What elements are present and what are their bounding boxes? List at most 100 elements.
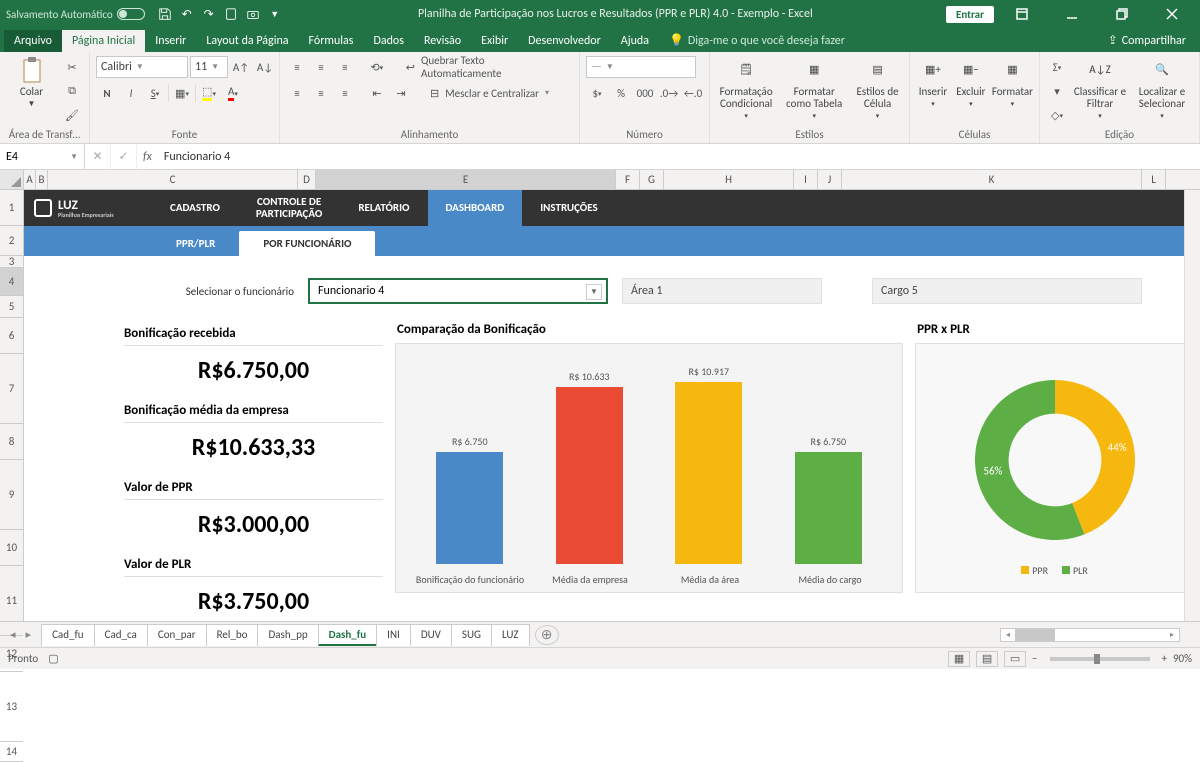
- dashboard-subtab[interactable]: POR FUNCIONÁRIO: [239, 231, 375, 256]
- sheet-tab[interactable]: INI: [376, 624, 411, 646]
- zoom-level[interactable]: 90%: [1173, 652, 1192, 665]
- row-header[interactable]: 8: [0, 424, 23, 460]
- font-color-icon[interactable]: A▾: [222, 82, 244, 104]
- column-header[interactable]: I: [794, 170, 818, 189]
- paste-button[interactable]: Colar▼: [6, 56, 57, 109]
- fill-color-icon[interactable]: ⬚▾: [198, 82, 220, 104]
- horizontal-scrollbar[interactable]: ◂ ▸: [1000, 628, 1180, 642]
- increase-decimal-icon[interactable]: .0→: [658, 82, 680, 104]
- close-icon[interactable]: [1150, 0, 1194, 28]
- align-top-icon[interactable]: ≡: [286, 56, 308, 78]
- save-icon[interactable]: [155, 4, 175, 24]
- row-header[interactable]: 11: [0, 566, 23, 636]
- dashboard-tab[interactable]: CADASTRO: [152, 190, 238, 226]
- cell-styles-button[interactable]: ▤Estilos de Célula▾: [852, 56, 903, 120]
- sheet-tab[interactable]: Cad_fu: [41, 624, 95, 646]
- tab-developer[interactable]: Desenvolvedor: [518, 30, 611, 52]
- fx-icon[interactable]: fx: [137, 150, 158, 164]
- tab-data[interactable]: Dados: [363, 30, 413, 52]
- sheet-tab[interactable]: Con_par: [147, 624, 207, 646]
- tab-pagelayout[interactable]: Layout da Página: [196, 30, 298, 52]
- tab-formulas[interactable]: Fórmulas: [299, 30, 364, 52]
- clear-icon[interactable]: ◇▾: [1046, 104, 1068, 126]
- fill-icon[interactable]: ▾: [1046, 80, 1068, 102]
- italic-icon[interactable]: I: [120, 82, 142, 104]
- row-header[interactable]: 3: [0, 256, 23, 268]
- conditional-format-button[interactable]: 🗒Formatação Condicional▾: [716, 56, 776, 120]
- name-box[interactable]: E4▼: [0, 144, 85, 169]
- scroll-right-icon[interactable]: ▸: [1165, 629, 1179, 641]
- format-as-table-button[interactable]: ▦Formatar como Tabela▾: [780, 56, 848, 120]
- column-header[interactable]: K: [842, 170, 1142, 189]
- tab-review[interactable]: Revisão: [414, 30, 471, 52]
- tab-file[interactable]: Arquivo: [4, 30, 62, 52]
- row-header[interactable]: 14: [0, 742, 23, 762]
- zoom-out-icon[interactable]: −: [1032, 652, 1037, 665]
- page-break-icon[interactable]: ▭: [1004, 651, 1026, 667]
- tab-home[interactable]: Página Inicial: [62, 30, 145, 52]
- comma-icon[interactable]: 000: [634, 82, 656, 104]
- underline-icon[interactable]: S▾: [144, 82, 166, 104]
- align-left-icon[interactable]: ≡: [286, 82, 308, 104]
- row-header[interactable]: 4: [0, 268, 23, 296]
- insert-cells-button[interactable]: ▦+Inserir▾: [916, 56, 950, 108]
- normal-view-icon[interactable]: ▦: [948, 651, 970, 667]
- font-name-combo[interactable]: Calibri▼: [96, 56, 188, 78]
- select-all-corner[interactable]: [0, 170, 24, 189]
- macro-record-icon[interactable]: ▢: [48, 652, 58, 665]
- scroll-left-icon[interactable]: ◂: [1001, 629, 1015, 641]
- formula-input[interactable]: Funcionario 4: [158, 150, 1200, 164]
- sheet-tab[interactable]: Cad_ca: [94, 624, 148, 646]
- decrease-font-icon[interactable]: A↓: [254, 56, 276, 78]
- indent-increase-icon[interactable]: ⇥: [390, 82, 412, 104]
- enter-icon[interactable]: ✓: [111, 144, 137, 169]
- dashboard-tab[interactable]: INSTRUÇÕES: [522, 190, 615, 226]
- employee-dropdown[interactable]: Funcionario 4▼: [308, 278, 608, 304]
- column-header[interactable]: F: [616, 170, 640, 189]
- row-header[interactable]: 13: [0, 672, 23, 742]
- zoom-slider[interactable]: [1050, 657, 1150, 661]
- format-cells-button[interactable]: ▦Formatar▾: [992, 56, 1033, 108]
- sheet-tab[interactable]: Dash_pp: [257, 624, 318, 646]
- column-header[interactable]: L: [1142, 170, 1166, 189]
- zoom-in-icon[interactable]: +: [1162, 652, 1167, 665]
- column-header[interactable]: A: [24, 170, 36, 189]
- tab-nav-arrows[interactable]: ◂▸: [0, 628, 41, 641]
- row-header[interactable]: 1: [0, 190, 23, 226]
- dashboard-tab[interactable]: RELATÓRIO: [340, 190, 427, 226]
- worksheet[interactable]: LUZ Planilhas Empresariais CADASTROCONTR…: [24, 190, 1200, 621]
- align-bottom-icon[interactable]: ≡: [334, 56, 356, 78]
- align-center-icon[interactable]: ≡: [310, 82, 332, 104]
- qat-customize-icon[interactable]: ▼: [265, 4, 285, 24]
- undo-icon[interactable]: ↶: [177, 4, 197, 24]
- row-header[interactable]: 5: [0, 296, 23, 318]
- bold-icon[interactable]: N: [96, 82, 118, 104]
- merge-center-button[interactable]: ⊟Mesclar e Centralizar▾: [424, 82, 555, 104]
- row-header[interactable]: 9: [0, 460, 23, 530]
- autosum-icon[interactable]: Σ▾: [1046, 56, 1068, 78]
- dashboard-tab[interactable]: CONTROLE DEPARTICIPAÇÃO: [238, 190, 340, 226]
- minimize-icon[interactable]: [1050, 0, 1094, 28]
- orientation-icon[interactable]: ⟲▾: [366, 56, 388, 78]
- dashboard-subtab[interactable]: PPR/PLR: [152, 231, 239, 256]
- share-button[interactable]: ⇪ Compartilhar: [1098, 29, 1196, 52]
- percent-icon[interactable]: %: [610, 82, 632, 104]
- redo-icon[interactable]: ↷: [199, 4, 219, 24]
- delete-cells-button[interactable]: ▦−Excluir▾: [954, 56, 988, 108]
- tab-insert[interactable]: Inserir: [145, 30, 196, 52]
- scroll-thumb[interactable]: [1015, 629, 1055, 641]
- increase-font-icon[interactable]: A↑: [230, 56, 252, 78]
- autosave-toggle[interactable]: Salvamento Automático: [6, 8, 145, 21]
- cancel-icon[interactable]: ✕: [85, 144, 111, 169]
- new-sheet-button[interactable]: ⊕: [535, 625, 559, 645]
- sort-filter-button[interactable]: A↓ZClassificar e Filtrar▾: [1072, 56, 1128, 120]
- column-header[interactable]: C: [48, 170, 298, 189]
- sheet-tab[interactable]: DUV: [410, 624, 452, 646]
- number-format-combo[interactable]: —▼: [586, 56, 696, 78]
- row-header[interactable]: 10: [0, 530, 23, 566]
- indent-decrease-icon[interactable]: ⇤: [366, 82, 388, 104]
- tell-me-search[interactable]: 💡 Diga-me o que você deseja fazer: [659, 29, 855, 52]
- tab-view[interactable]: Exibir: [471, 30, 518, 52]
- camera-icon[interactable]: [243, 4, 263, 24]
- sheet-tab[interactable]: Dash_fu: [318, 624, 378, 646]
